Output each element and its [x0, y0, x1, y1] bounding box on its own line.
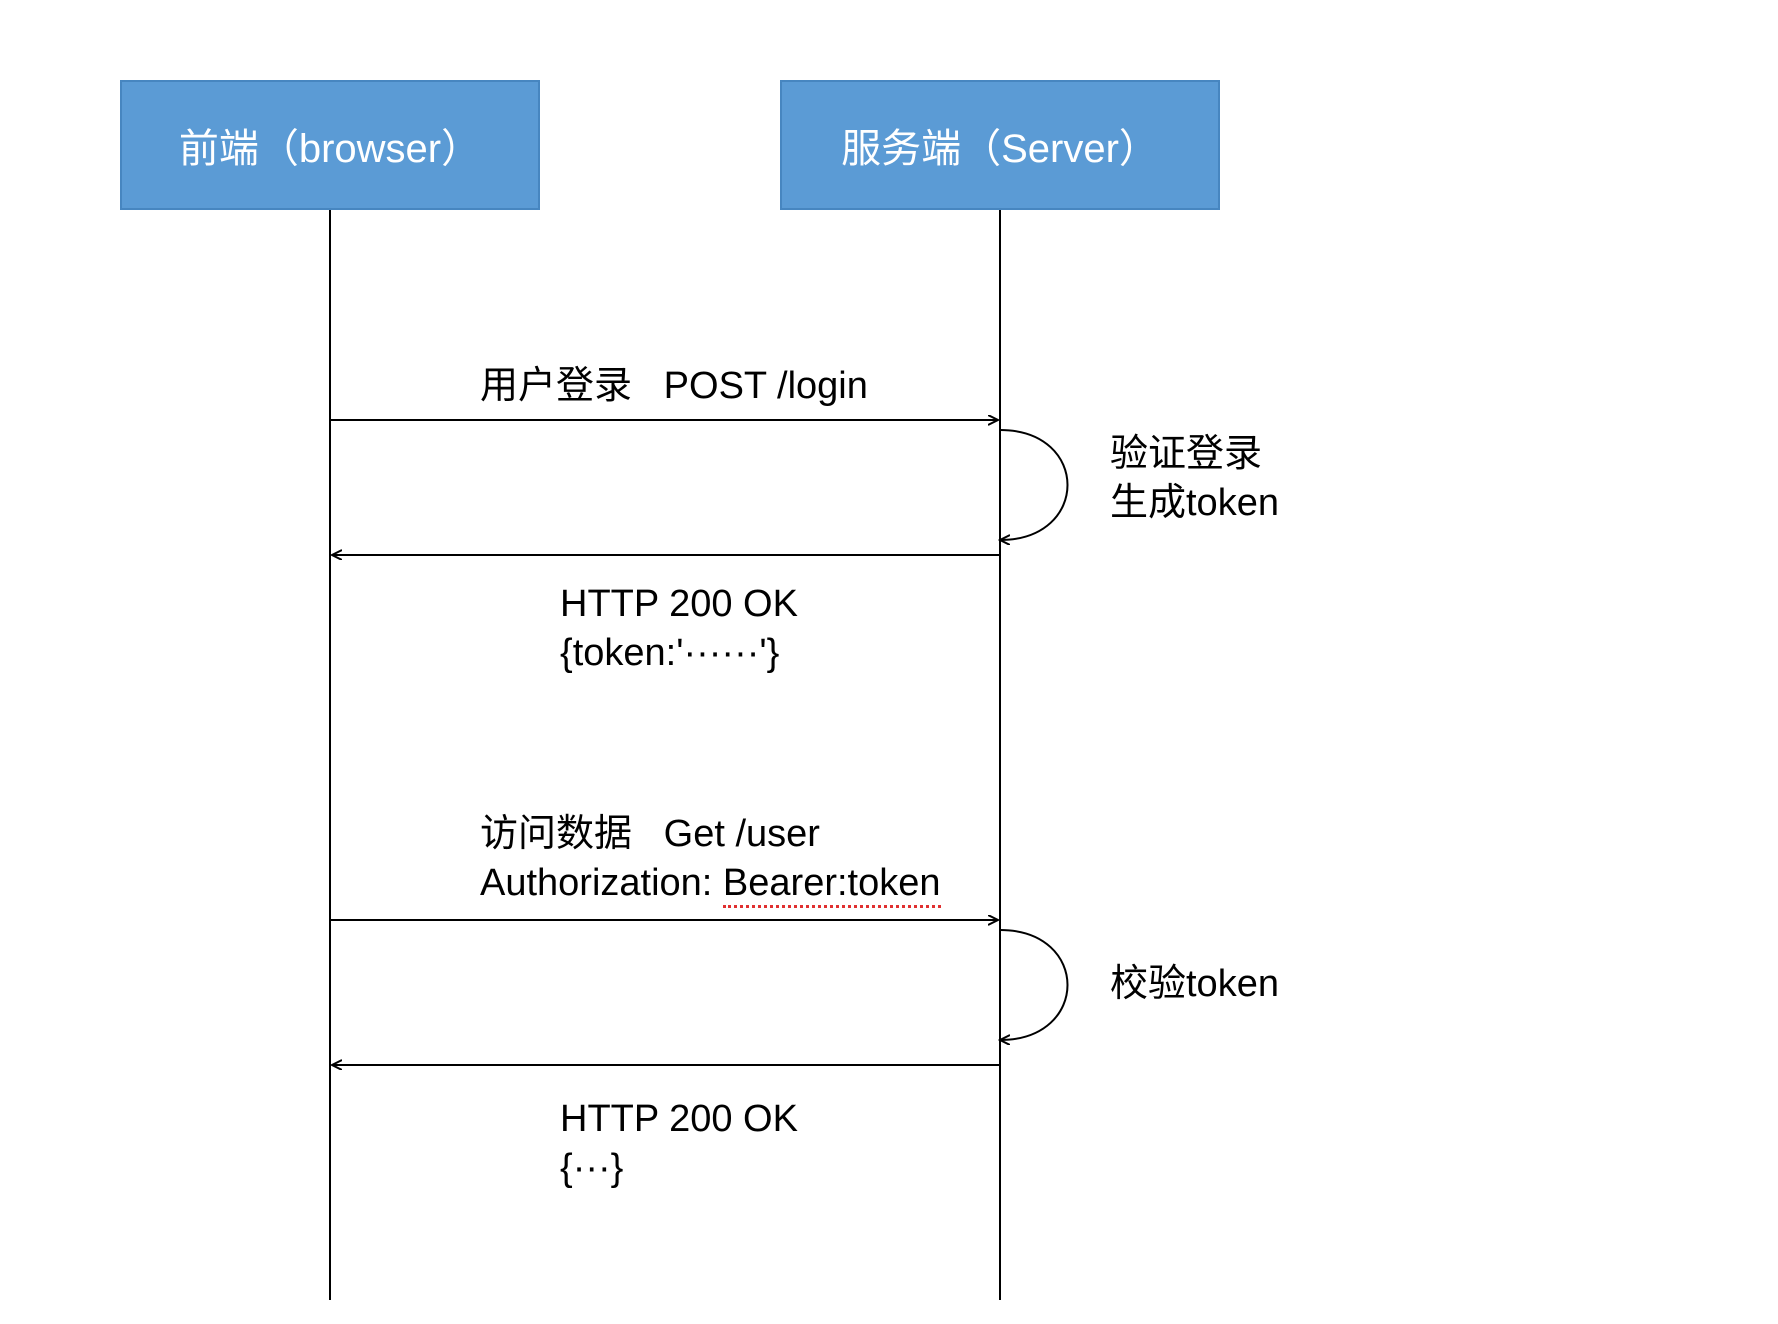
self-message-label-verify-login: 验证登录 生成token — [1110, 430, 1279, 529]
participant-server-label: 服务端（Server） — [841, 116, 1159, 174]
participant-browser: 前端（browser） — [120, 80, 540, 210]
sequence-diagram: 前端（browser） 服务端（Server） 用户登录 POST /login… — [0, 0, 1778, 1324]
participant-server: 服务端（Server） — [780, 80, 1220, 210]
self-message-label-verify-token: 校验token — [1110, 960, 1279, 1009]
message-label-data-request: 访问数据 Get /userAuthorization: Bearer:toke… — [480, 810, 941, 909]
message-label-data-response: HTTP 200 OK {···} — [560, 1095, 798, 1194]
participant-browser-label: 前端（browser） — [179, 116, 481, 174]
message-label-login-request: 用户登录 POST /login — [480, 362, 868, 411]
message-label-login-response: HTTP 200 OK {token:'······'} — [560, 580, 798, 679]
